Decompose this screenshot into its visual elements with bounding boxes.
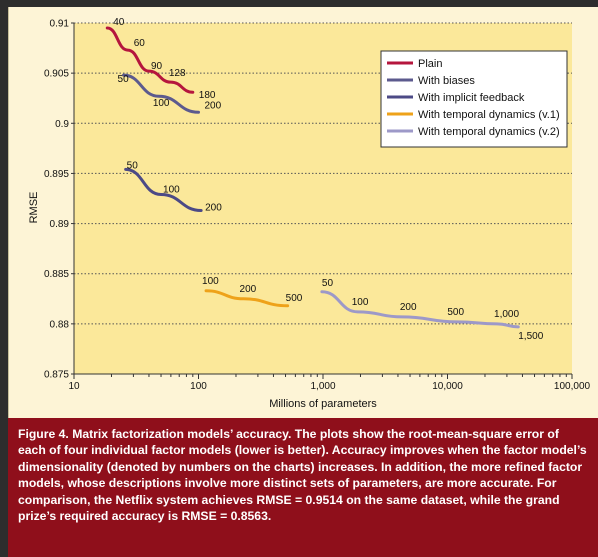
data-label: 180	[199, 90, 216, 101]
data-label: 40	[113, 17, 125, 28]
data-label: 200	[400, 302, 417, 313]
y-tick-label: 0.905	[44, 69, 69, 80]
legend-entry: With temporal dynamics (v.2)	[418, 126, 560, 138]
x-tick-label: 10,000	[432, 381, 463, 392]
series-line-3	[204, 289, 290, 308]
x-tick-label: 100,000	[554, 381, 591, 392]
data-label: 1,000	[494, 309, 519, 320]
top-border-strip	[8, 0, 598, 7]
y-tick-label: 0.88	[50, 319, 70, 330]
data-label: 200	[205, 100, 222, 111]
data-label: 90	[151, 61, 163, 72]
data-label: 100	[352, 297, 369, 308]
y-tick-label: 0.885	[44, 269, 69, 280]
y-tick-label: 0.875	[44, 370, 69, 381]
legend-entry: Plain	[418, 58, 442, 70]
data-label: 100	[163, 184, 180, 195]
data-label: 60	[134, 38, 146, 49]
series-line-2	[124, 167, 203, 213]
x-tick-label: 100	[190, 381, 207, 392]
y-tick-label: 0.91	[50, 19, 70, 30]
series-line-1	[122, 73, 200, 114]
data-label: 128	[169, 68, 186, 79]
data-label: 50	[118, 74, 130, 85]
data-label: 200	[240, 284, 257, 295]
data-label: 500	[286, 293, 303, 304]
x-tick-label: 1,000	[310, 381, 335, 392]
data-label: 1,500	[518, 331, 543, 342]
data-label: 100	[202, 276, 219, 287]
data-label: 50	[322, 278, 334, 289]
y-tick-label: 0.895	[44, 169, 69, 180]
data-label: 500	[447, 307, 464, 318]
data-label: 200	[205, 203, 222, 214]
series-line-4	[320, 290, 520, 329]
x-axis-title: Millions of parameters	[269, 398, 377, 410]
y-tick-label: 0.89	[50, 219, 70, 230]
legend-entry: With implicit feedback	[418, 92, 525, 104]
legend-entry: With temporal dynamics (v.1)	[418, 109, 560, 121]
legend-entry: With biases	[418, 75, 475, 87]
data-label: 50	[127, 160, 139, 171]
x-tick-label: 10	[68, 381, 80, 392]
left-border-strip	[0, 0, 8, 557]
series-line-0	[105, 26, 195, 94]
y-tick-label: 0.9	[55, 119, 69, 130]
caption-text: Matrix factorization models’ accuracy. T…	[18, 427, 587, 524]
figure-caption: Figure 4. Matrix factorization models’ a…	[8, 418, 598, 557]
y-axis-title: RMSE	[28, 192, 40, 224]
caption-heading: Figure 4.	[18, 427, 73, 441]
data-label: 100	[153, 98, 170, 109]
